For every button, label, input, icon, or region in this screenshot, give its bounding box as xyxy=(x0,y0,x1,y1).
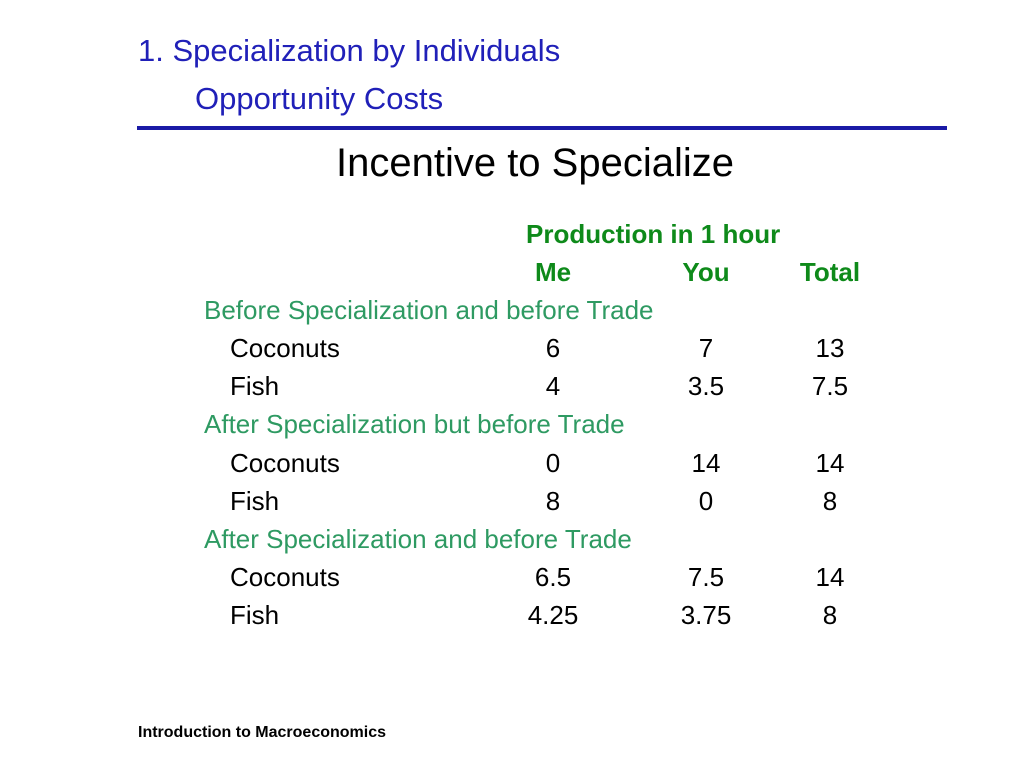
row-item-label: Fish xyxy=(230,600,280,630)
slide-footer: Introduction to Macroeconomics xyxy=(138,724,387,741)
section-label: After Specialization but before Trade xyxy=(204,409,625,439)
cell-me: 4.25 xyxy=(527,600,579,630)
slide-title-line-1: 1. Specialization by Individuals xyxy=(138,33,561,68)
slide-subtitle: Incentive to Specialize xyxy=(335,141,734,185)
column-header-total: Total xyxy=(799,257,861,287)
section-label: After Specialization and before Trade xyxy=(204,524,632,554)
row-item-label: Fish xyxy=(230,486,280,516)
cell-total: 13 xyxy=(815,333,845,363)
cell-you: 3.5 xyxy=(687,371,725,401)
cell-total: 14 xyxy=(815,448,845,478)
cell-total: 8 xyxy=(822,486,838,516)
cell-total: 14 xyxy=(815,562,845,592)
cell-total: 7.5 xyxy=(811,371,849,401)
row-item-label: Fish xyxy=(230,371,280,401)
column-header-me: Me xyxy=(534,257,572,287)
cell-you: 7 xyxy=(698,333,714,363)
row-item-label: Coconuts xyxy=(230,333,340,363)
cell-you: 3.75 xyxy=(680,600,732,630)
cell-total: 8 xyxy=(822,600,838,630)
column-header-you: You xyxy=(682,257,730,287)
cell-me: 4 xyxy=(545,371,561,401)
section-label: Before Specialization and before Trade xyxy=(204,295,654,325)
cell-you: 7.5 xyxy=(687,562,725,592)
cell-you: 14 xyxy=(691,448,721,478)
slide-title-line-2: Opportunity Costs xyxy=(195,81,444,116)
cell-me: 0 xyxy=(545,448,561,478)
cell-you: 0 xyxy=(698,486,714,516)
title-divider xyxy=(137,126,947,130)
table-group-header: Production in 1 hour xyxy=(526,219,781,249)
cell-me: 6.5 xyxy=(534,562,572,592)
row-item-label: Coconuts xyxy=(230,562,340,592)
cell-me: 6 xyxy=(545,333,561,363)
cell-me: 8 xyxy=(545,486,561,516)
row-item-label: Coconuts xyxy=(230,448,340,478)
